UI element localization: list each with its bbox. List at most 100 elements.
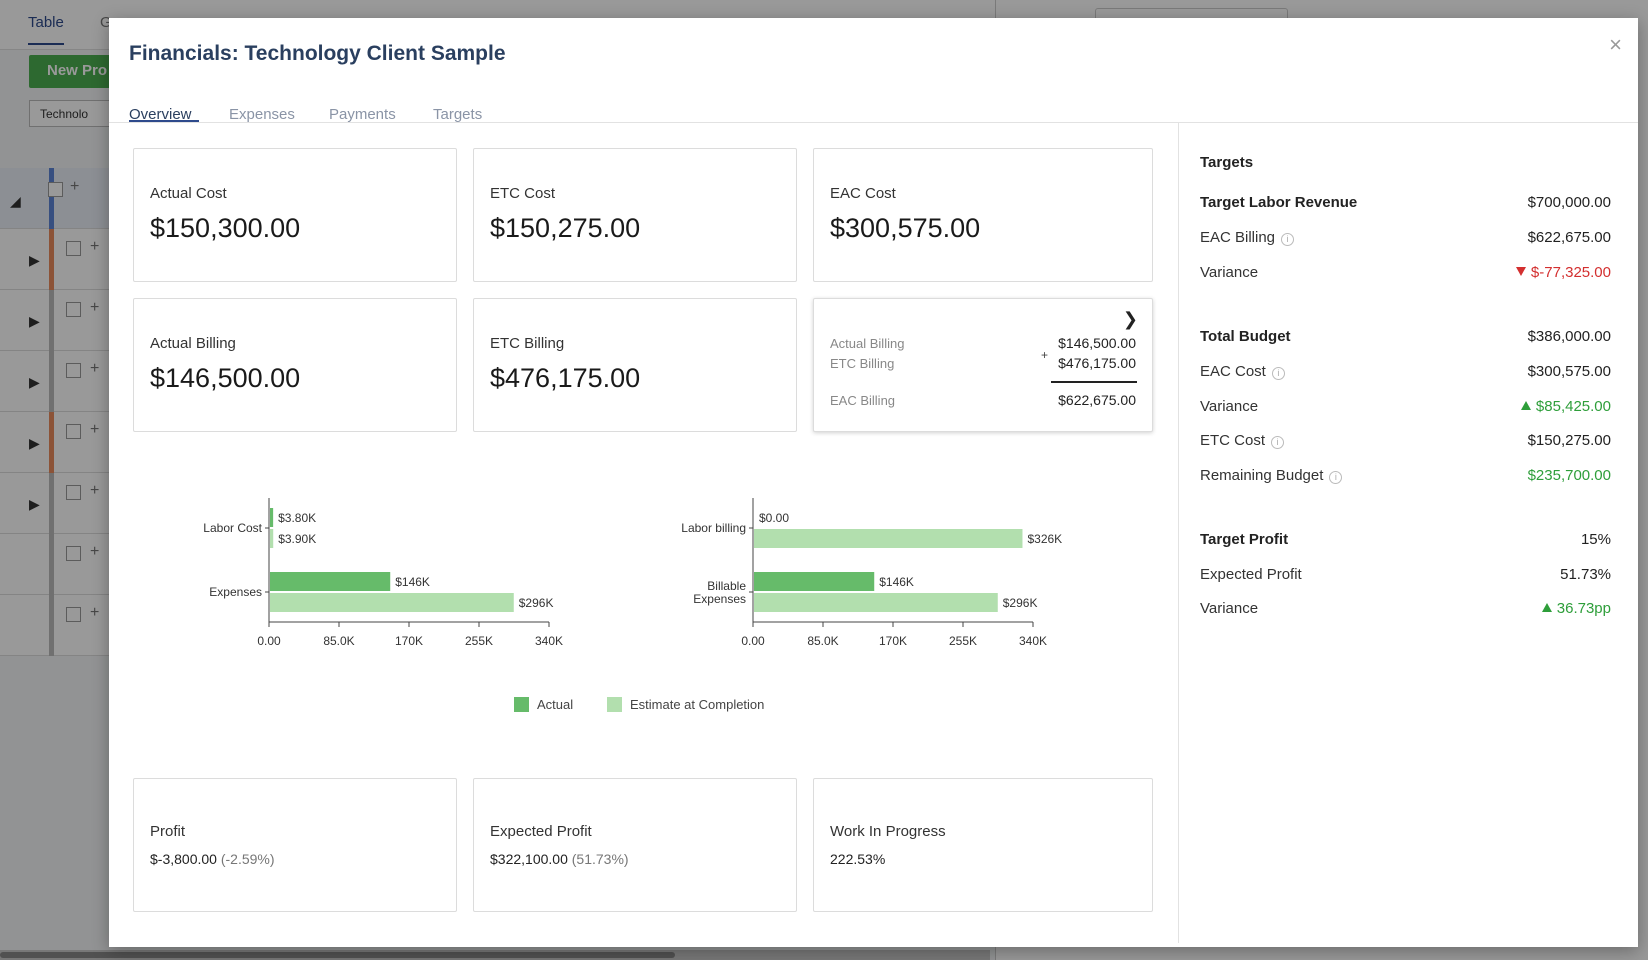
expand-icon[interactable]: ▶ [29,252,40,268]
data-label: $146K [395,575,430,589]
table-row[interactable]: ▶ + [0,290,110,351]
target-row: Target Profit 15% [1200,531,1611,548]
row-color-bar [49,473,54,534]
target-value: 36.73pp [1541,600,1611,617]
add-icon[interactable]: + [90,299,100,316]
x-tick-label: 0.00 [257,634,281,648]
legend-label: Estimate at Completion [630,697,765,712]
financials-modal: Financials: Technology Client Sample × O… [109,18,1638,947]
wip-card: Work In Progress 222.53% [813,778,1153,912]
row-checkbox[interactable] [66,424,81,439]
chevron-right-icon[interactable]: ❯ [1122,309,1138,329]
target-label: Total Budget [1200,328,1291,345]
x-tick-label: 85.0K [323,634,354,648]
row-checkbox[interactable] [66,485,81,500]
data-label: $146K [879,575,914,589]
eac-cost-card: EAC Cost $300,575.00 [813,148,1153,282]
add-icon[interactable]: + [90,482,100,499]
expand-icon[interactable]: ▶ [29,435,40,451]
scrollbar-thumb[interactable] [0,952,675,958]
tab-expenses[interactable]: Expenses [229,106,295,123]
target-label: Variance [1200,398,1259,415]
bar-actual [754,572,875,591]
row-checkbox[interactable] [66,363,81,378]
target-label: Target Labor Revenue [1200,194,1358,211]
data-label: $296K [1003,596,1038,610]
row-checkbox[interactable] [66,302,81,317]
target-row: EAC Cost i $300,575.00 [1200,363,1611,380]
x-tick-label: 170K [879,634,907,648]
card-value: $150,275.00 [490,213,641,243]
legend-label: Actual [537,697,574,712]
row-checkbox[interactable] [66,607,81,622]
row-color-bar [49,168,54,229]
target-label: Expected Profit [1200,566,1302,583]
add-icon[interactable]: + [90,238,100,255]
row-checkbox[interactable] [66,241,81,256]
target-row: Target Labor Revenue $700,000.00 [1200,194,1611,211]
expand-icon[interactable]: ▶ [29,313,40,329]
filter-select[interactable]: Technolo [29,100,119,127]
table-row[interactable]: + [0,534,110,595]
target-row: ETC Cost i $150,275.00 [1200,432,1611,449]
card-value-line: $-3,800.00 (-2.59%) [150,851,275,867]
close-icon[interactable]: × [1609,32,1622,57]
row-checkbox[interactable] [66,546,81,561]
add-icon[interactable]: + [90,360,100,377]
info-icon[interactable]: i [1271,436,1285,449]
collapse-icon[interactable]: ◢ [10,193,21,209]
target-label: EAC Billing [1200,229,1276,246]
table-row[interactable]: ◢ + [0,168,110,229]
tab-targets[interactable]: Targets [433,106,483,123]
targets-title: Targets [1200,154,1254,171]
info-icon[interactable]: i [1329,471,1343,484]
bg-tab-second[interactable]: G [100,14,112,31]
legend-swatch [514,697,529,712]
target-value-text: 36.73pp [1556,600,1611,617]
table-row[interactable]: + [0,595,110,656]
project-rows: ◢ + ▶ + ▶ + ▶ + ▶ + ▶ + + + [0,168,110,656]
data-label: $296K [519,596,554,610]
info-icon[interactable]: i [1281,233,1295,246]
table-row[interactable]: ▶ + [0,412,110,473]
table-row[interactable]: ▶ + [0,351,110,412]
legend-eac: Estimate at Completion [607,697,764,712]
x-tick-label: 85.0K [807,634,838,648]
tab-overview[interactable]: Overview [129,106,192,123]
row-color-bar [49,290,54,351]
expand-icon[interactable]: ▶ [29,374,40,390]
bar-actual [270,572,391,591]
data-label: $326K [1027,532,1062,546]
horizontal-scrollbar[interactable] [0,950,990,960]
target-value-text: $386,000.00 [1527,328,1611,345]
calc-total-value: $622,675.00 [1058,392,1136,408]
target-label: EAC Cost [1200,363,1266,380]
add-icon[interactable]: + [90,543,100,560]
target-value: $235,700.00 [1528,467,1611,484]
add-icon[interactable]: + [90,421,100,438]
add-icon[interactable]: + [70,178,80,195]
row-color-bar [49,534,54,595]
row-checkbox[interactable] [48,182,63,197]
expand-icon[interactable]: ▶ [29,496,40,512]
card-label: Actual Billing [150,335,236,352]
eac-billing-calc-card[interactable]: ❯ Actual Billing $146,500.00 + ETC Billi… [813,298,1153,432]
card-value: $146,500.00 [150,363,301,393]
legend-swatch [607,697,622,712]
x-tick-label: 340K [1019,634,1047,648]
target-value: 15% [1581,531,1611,548]
tab-payments[interactable]: Payments [329,106,396,123]
target-row: Variance $85,425.00 [1200,398,1611,415]
add-icon[interactable]: + [90,604,100,621]
bar-actual [270,508,274,527]
info-icon[interactable]: i [1271,367,1285,380]
bg-tab-table[interactable]: Table [28,14,64,45]
target-value-text: $85,425.00 [1535,398,1611,415]
table-row[interactable]: ▶ + [0,473,110,534]
trend-up-icon [1541,603,1552,612]
target-label: Variance [1200,600,1259,617]
table-row[interactable]: ▶ + [0,229,110,290]
row-color-bar [49,351,54,412]
profit-card: Profit $-3,800.00 (-2.59%) [133,778,457,912]
trend-down-icon [1515,267,1526,276]
